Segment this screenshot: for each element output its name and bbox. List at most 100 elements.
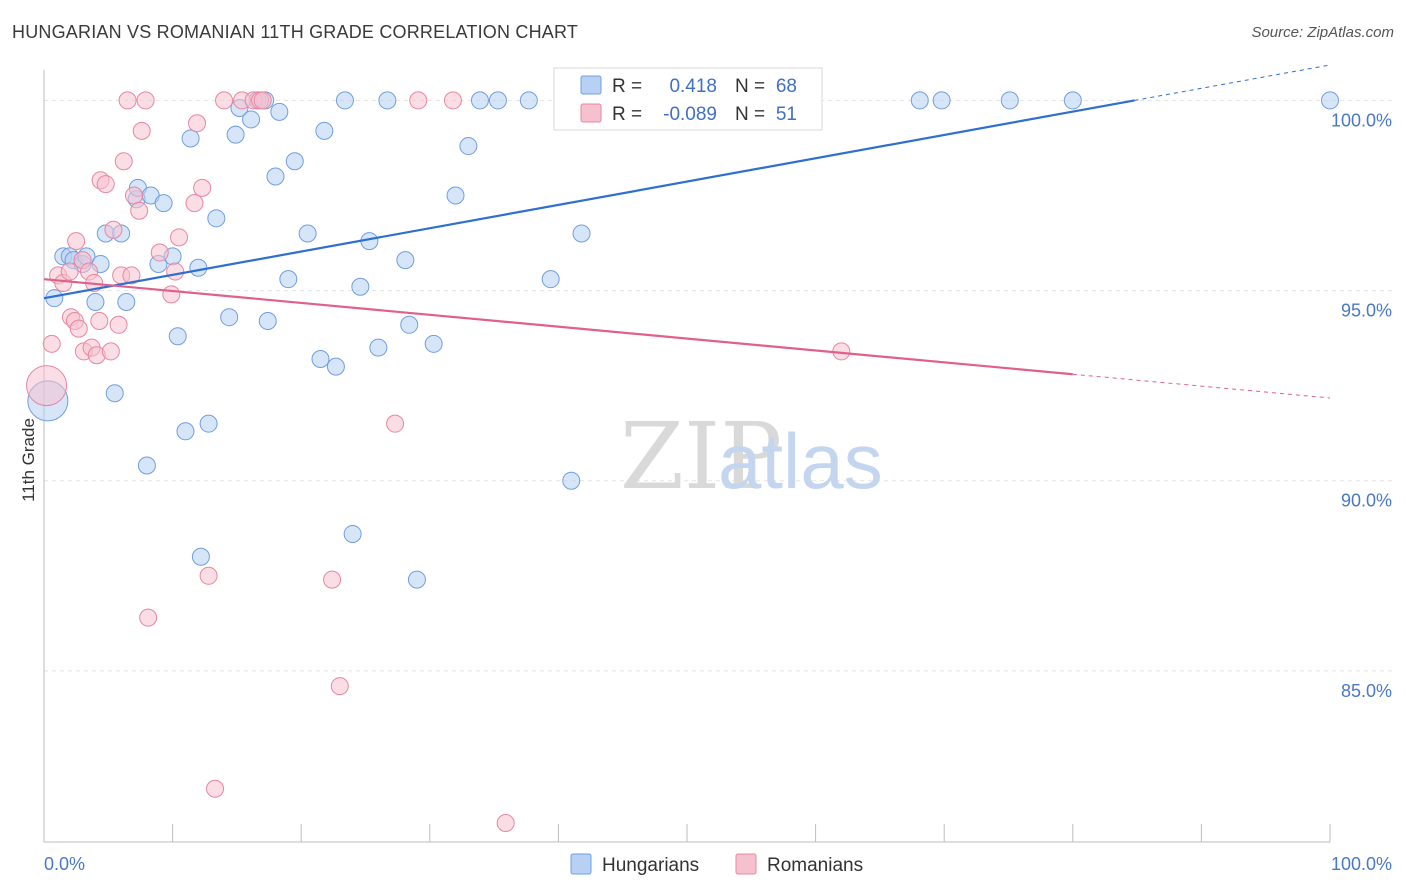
hungarian-point (932, 91, 951, 110)
hungarian-point (572, 224, 591, 243)
legend-n-label-hungarians: N = (735, 76, 765, 97)
hungarian-point (154, 194, 173, 213)
hungarian-point (270, 102, 289, 121)
romanian-point (170, 228, 189, 247)
romanian-point (409, 91, 428, 110)
romanian-point (118, 91, 137, 110)
hungarian-point (519, 91, 538, 110)
gridlines (44, 99, 1392, 672)
romanian-point (42, 334, 61, 353)
watermark: ZIP atlas (620, 403, 883, 510)
legend-n-value-hungarians: 68 (776, 76, 797, 97)
romanian-point (188, 114, 207, 133)
hungarian-point (335, 91, 354, 110)
hungarian-point (1000, 91, 1019, 110)
hungarian-point (137, 456, 156, 475)
y-tick-label: 90.0% (1341, 491, 1392, 511)
hungarian-point (407, 570, 426, 589)
chart-title: HUNGARIAN VS ROMANIAN 11TH GRADE CORRELA… (12, 22, 579, 42)
hungarian-point (343, 524, 362, 543)
hungarian-point (311, 350, 330, 369)
legend-r-value-hungarians: 0.418 (669, 76, 717, 97)
hungarian-point (279, 270, 298, 289)
hungarian-point (266, 167, 285, 186)
romanian-point (193, 178, 212, 197)
legend-n-value-romanians: 51 (776, 104, 797, 125)
hungarian-point (541, 270, 560, 289)
hungarian-point (1063, 91, 1082, 110)
hungarian-trend-extension (1134, 64, 1331, 101)
x-tick-label: 0.0% (44, 854, 85, 874)
romanian-point (185, 194, 204, 213)
watermark-atlas: atlas (718, 417, 883, 505)
y-tick-labels: 100.0% 95.0% 90.0% 85.0% (1331, 110, 1392, 700)
hungarian-point (242, 110, 261, 129)
legend-swatch-romanians (580, 103, 602, 123)
hungarian-point (181, 129, 200, 148)
hungarian-point (910, 91, 929, 110)
romanian-point (67, 232, 86, 251)
romanian-point (125, 186, 144, 205)
romanian-point (101, 342, 120, 361)
romanian-point (26, 365, 68, 407)
romanian-point (330, 677, 349, 696)
x-tick-label: 100.0% (1331, 854, 1392, 874)
romanian-point (150, 243, 169, 262)
romanian-point (139, 608, 158, 627)
romanian-point (386, 414, 405, 433)
romanian-point (136, 91, 155, 110)
romanian-point (443, 91, 462, 110)
romanian-point (199, 566, 218, 585)
hungarian-trend-line (43, 99, 1135, 300)
hungarian-point (285, 152, 304, 171)
hungarian-point (105, 384, 124, 403)
y-tick-label: 85.0% (1341, 681, 1392, 701)
x-tick-labels: 0.0% 100.0% (44, 854, 1392, 874)
bottom-legend-label-romanians: Romanians (767, 855, 863, 876)
hungarian-point (369, 338, 388, 357)
hungarian-point (326, 357, 345, 376)
bottom-legend: Hungarians Romanians (570, 853, 863, 876)
hungarian-point (562, 471, 581, 490)
hungarian-point (117, 292, 136, 311)
romanian-trend-extension (1072, 373, 1331, 399)
hungarian-point (351, 277, 370, 296)
y-tick-label: 100.0% (1331, 110, 1392, 130)
legend-n-label-romanians: N = (735, 104, 765, 125)
romanian-point (323, 570, 342, 589)
hungarian-point (396, 251, 415, 270)
axes (43, 70, 1331, 843)
y-tick-label: 95.0% (1341, 301, 1392, 321)
hungarian-point (86, 292, 105, 311)
legend-r-label-romanians: R = (612, 104, 642, 125)
legend-swatch-hungarians (580, 75, 602, 95)
romanian-point (90, 311, 109, 330)
bottom-legend-swatch-hungarians (570, 853, 592, 875)
romanian-point (109, 315, 128, 334)
romanian-point (132, 121, 151, 140)
hungarian-point (258, 311, 277, 330)
romanian-point (69, 319, 88, 338)
romanian-point (162, 285, 181, 304)
data-points (26, 91, 1339, 832)
bottom-legend-label-hungarians: Hungarians (602, 855, 699, 876)
hungarian-point (207, 209, 226, 228)
legend-r-label-hungarians: R = (612, 76, 642, 97)
hungarian-point (459, 137, 478, 156)
romanian-point (253, 91, 272, 110)
romanian-point (206, 779, 225, 798)
romanian-trend-line (43, 278, 1073, 376)
hungarian-point (315, 121, 334, 140)
hungarian-point (176, 422, 195, 441)
hungarian-point (424, 334, 443, 353)
hungarian-point (488, 91, 507, 110)
hungarian-point (470, 91, 489, 110)
hungarian-point (220, 308, 239, 327)
hungarian-point (400, 315, 419, 334)
hungarian-point (446, 186, 465, 205)
romanian-point (60, 262, 79, 281)
bottom-legend-swatch-romanians (735, 853, 757, 875)
hungarian-point (199, 414, 218, 433)
hungarian-point (298, 224, 317, 243)
